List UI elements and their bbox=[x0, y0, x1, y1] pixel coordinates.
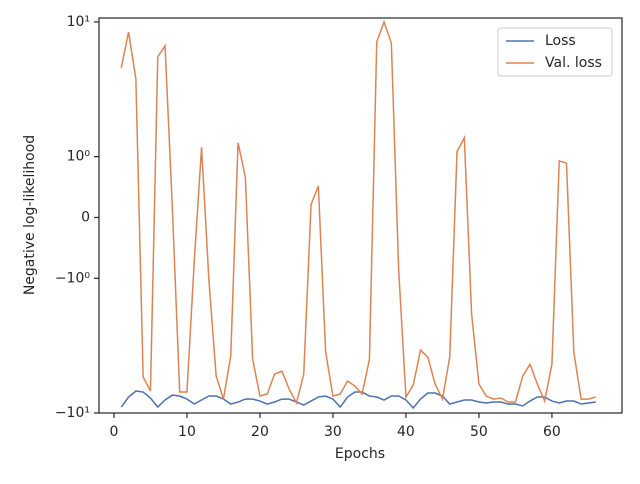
x-tick-label: 60 bbox=[543, 424, 561, 440]
y-tick-label: −10¹ bbox=[55, 405, 90, 421]
y-tick-label: 10⁰ bbox=[67, 149, 91, 165]
y-tick-label: −10⁰ bbox=[55, 270, 91, 286]
y-axis-label: Negative log-likelihood bbox=[22, 135, 38, 295]
x-tick-label: 0 bbox=[110, 424, 119, 440]
legend-box bbox=[497, 27, 613, 77]
legend-label: Val. loss bbox=[545, 55, 602, 71]
plot-frame bbox=[98, 17, 623, 414]
y-tick-label: 0 bbox=[81, 209, 90, 225]
x-tick-label: 50 bbox=[470, 424, 488, 440]
x-axis-label: Epochs bbox=[335, 446, 385, 462]
legend-label: Loss bbox=[545, 33, 576, 49]
line bbox=[120, 390, 596, 410]
line bbox=[120, 19, 596, 406]
x-tick-label: 40 bbox=[397, 424, 415, 440]
x-tick-label: 10 bbox=[178, 424, 196, 440]
x-tick-label: 30 bbox=[324, 424, 342, 440]
y-tick-label: 10¹ bbox=[67, 14, 90, 30]
x-tick-label: 20 bbox=[251, 424, 269, 440]
